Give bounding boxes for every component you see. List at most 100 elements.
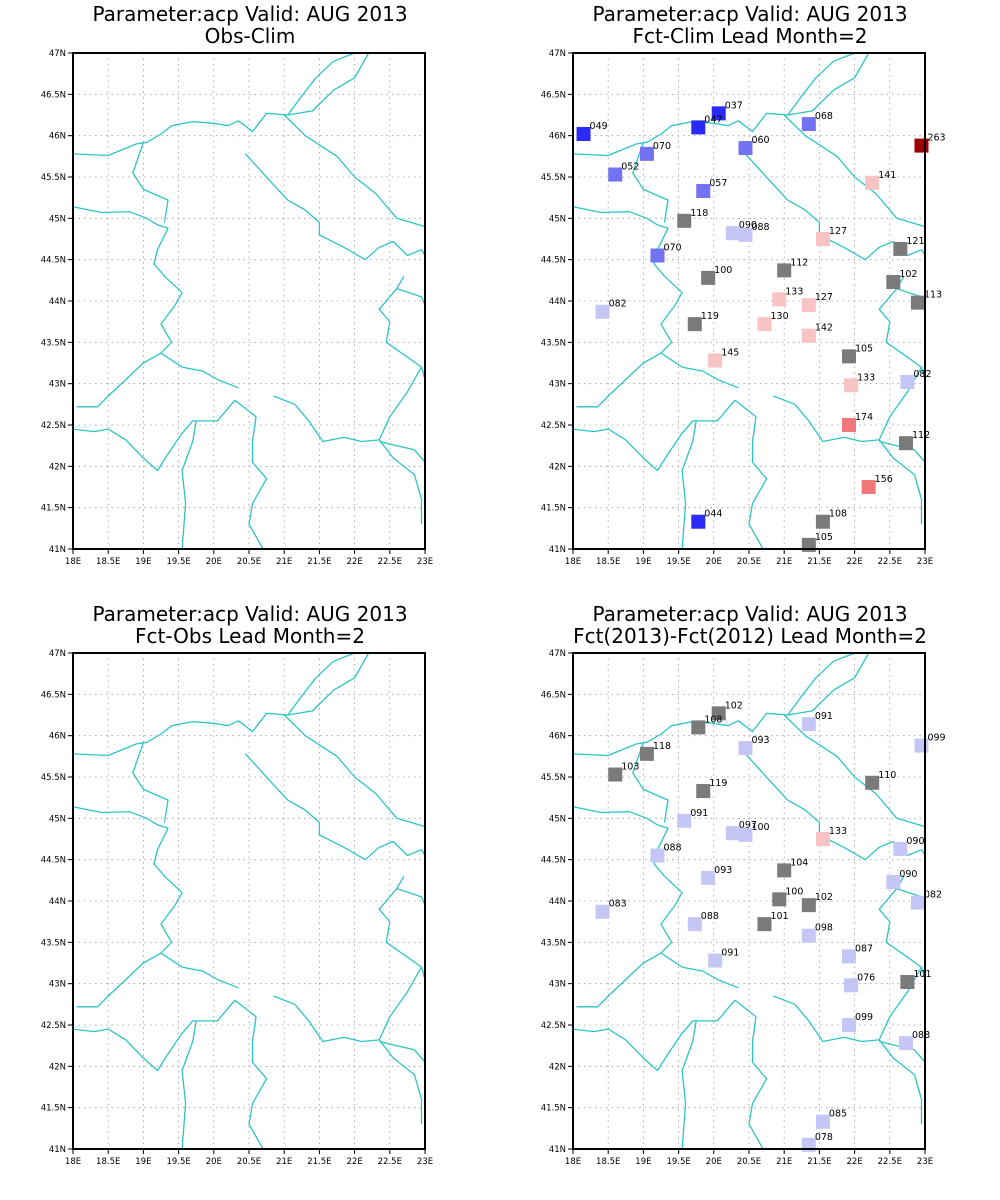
station-value-label: 113 <box>924 290 942 301</box>
x-tick-label: 22E <box>347 557 363 567</box>
y-tick-label: 46.5N <box>41 90 66 100</box>
station-value-label: 100 <box>714 265 732 276</box>
x-tick-label: 18.5E <box>96 1157 120 1167</box>
x-tick-label: 18.5E <box>96 557 120 567</box>
station-marker <box>639 746 654 761</box>
station-value-label: 121 <box>906 236 924 247</box>
x-tick-label: 20.5E <box>237 1157 261 1167</box>
y-tick-label: 46N <box>49 132 66 142</box>
x-tick-label: 22.5E <box>878 557 902 567</box>
station-marker <box>738 227 753 242</box>
station-value-label: 037 <box>725 100 743 111</box>
border-line <box>287 652 370 716</box>
station-marker <box>893 241 908 256</box>
station-value-label: 082 <box>609 299 627 310</box>
y-tick-label: 45N <box>49 214 66 224</box>
station-value-label: 083 <box>609 899 627 910</box>
station-marker <box>910 295 925 310</box>
station-marker <box>841 1018 856 1032</box>
station-value-label: 082 <box>924 890 942 901</box>
station-marker <box>914 138 929 153</box>
border-line <box>660 352 739 389</box>
y-tick-label: 42.5N <box>541 421 566 431</box>
border-line <box>245 153 426 261</box>
border-line <box>287 52 370 116</box>
station-value-label: 091 <box>690 808 708 819</box>
station-marker <box>841 418 856 432</box>
station-value-label: 070 <box>653 141 671 152</box>
x-tick-label: 23E <box>917 1157 933 1167</box>
station-value-label: 100 <box>785 886 803 897</box>
station-marker <box>711 106 726 121</box>
y-tick-label: 43.5N <box>41 938 66 948</box>
station-marker <box>608 167 623 182</box>
x-tick-label: 21.5E <box>307 557 331 567</box>
y-tick-label: 43N <box>549 980 566 990</box>
station-marker <box>696 784 711 799</box>
station-value-label: 098 <box>815 923 833 934</box>
station-marker <box>815 232 830 246</box>
border-line <box>396 287 426 306</box>
border-line <box>160 952 239 989</box>
country-borders <box>572 652 926 1150</box>
station-marker <box>900 975 915 990</box>
x-tick-label: 18E <box>65 557 81 567</box>
x-tick-label: 18E <box>565 557 581 567</box>
station-value-label: 091 <box>815 711 833 722</box>
border-line <box>572 428 609 433</box>
station-value-label: 093 <box>714 865 732 876</box>
panel-subtitle: Obs-Clim <box>205 24 296 48</box>
border-line <box>572 806 683 1008</box>
y-tick-label: 41N <box>549 545 566 555</box>
y-tick-label: 46.5N <box>541 690 566 700</box>
station-value-label: 076 <box>857 972 875 983</box>
station-marker <box>691 720 706 735</box>
y-tick-label: 46N <box>549 132 566 142</box>
border-line <box>107 399 236 472</box>
x-tick-label: 21E <box>776 557 792 567</box>
y-tick-label: 44N <box>549 297 566 307</box>
station-value-label: 090 <box>899 869 917 880</box>
border-line <box>783 714 926 828</box>
station-value-label: 085 <box>829 1109 847 1120</box>
station-value-label: 088 <box>751 222 769 233</box>
border-line <box>773 395 880 443</box>
x-tick-label: 19.5E <box>666 557 690 567</box>
y-tick-label: 46N <box>549 732 566 742</box>
y-tick-label: 44N <box>49 297 66 307</box>
map-svg: Parameter:acp Valid: AUG 2013Obs-Clim18E… <box>41 2 433 567</box>
station-marker <box>711 706 726 721</box>
station-marker <box>772 292 787 307</box>
station-value-label: 070 <box>663 243 681 254</box>
panel-title: Parameter:acp Valid: AUG 2013 <box>592 2 907 26</box>
border-line <box>181 420 197 550</box>
y-tick-label: 42.5N <box>41 1021 66 1031</box>
y-tick-label: 44.5N <box>41 856 66 866</box>
y-tick-label: 43.5N <box>541 938 566 948</box>
x-tick-label: 20.5E <box>737 1157 761 1167</box>
y-tick-label: 45N <box>549 214 566 224</box>
station-marker <box>861 480 876 494</box>
x-tick-label: 23E <box>917 557 933 567</box>
station-marker <box>898 436 913 451</box>
station-value-label: 078 <box>815 1132 833 1143</box>
station-marker <box>898 1036 913 1051</box>
station-marker <box>844 978 859 993</box>
y-tick-label: 44N <box>549 897 566 907</box>
station-marker <box>772 892 787 907</box>
x-tick-label: 19E <box>635 557 651 567</box>
axes: 18E 18.5E 19E 19.5E 20E 20.5E 21E 21.5E 22E 22.5E… <box>541 49 933 567</box>
station-marker <box>886 274 901 289</box>
border-line <box>160 352 239 389</box>
station-marker <box>701 870 716 885</box>
x-tick-label: 19E <box>135 557 151 567</box>
station-value-label: 100 <box>751 822 769 833</box>
border-line <box>745 153 926 261</box>
station-marker <box>687 917 702 932</box>
border-line <box>378 275 426 380</box>
y-tick-label: 44.5N <box>541 256 566 266</box>
y-tick-label: 46N <box>49 732 66 742</box>
x-tick-label: 21E <box>776 1157 792 1167</box>
station-value-label: 047 <box>704 114 722 125</box>
